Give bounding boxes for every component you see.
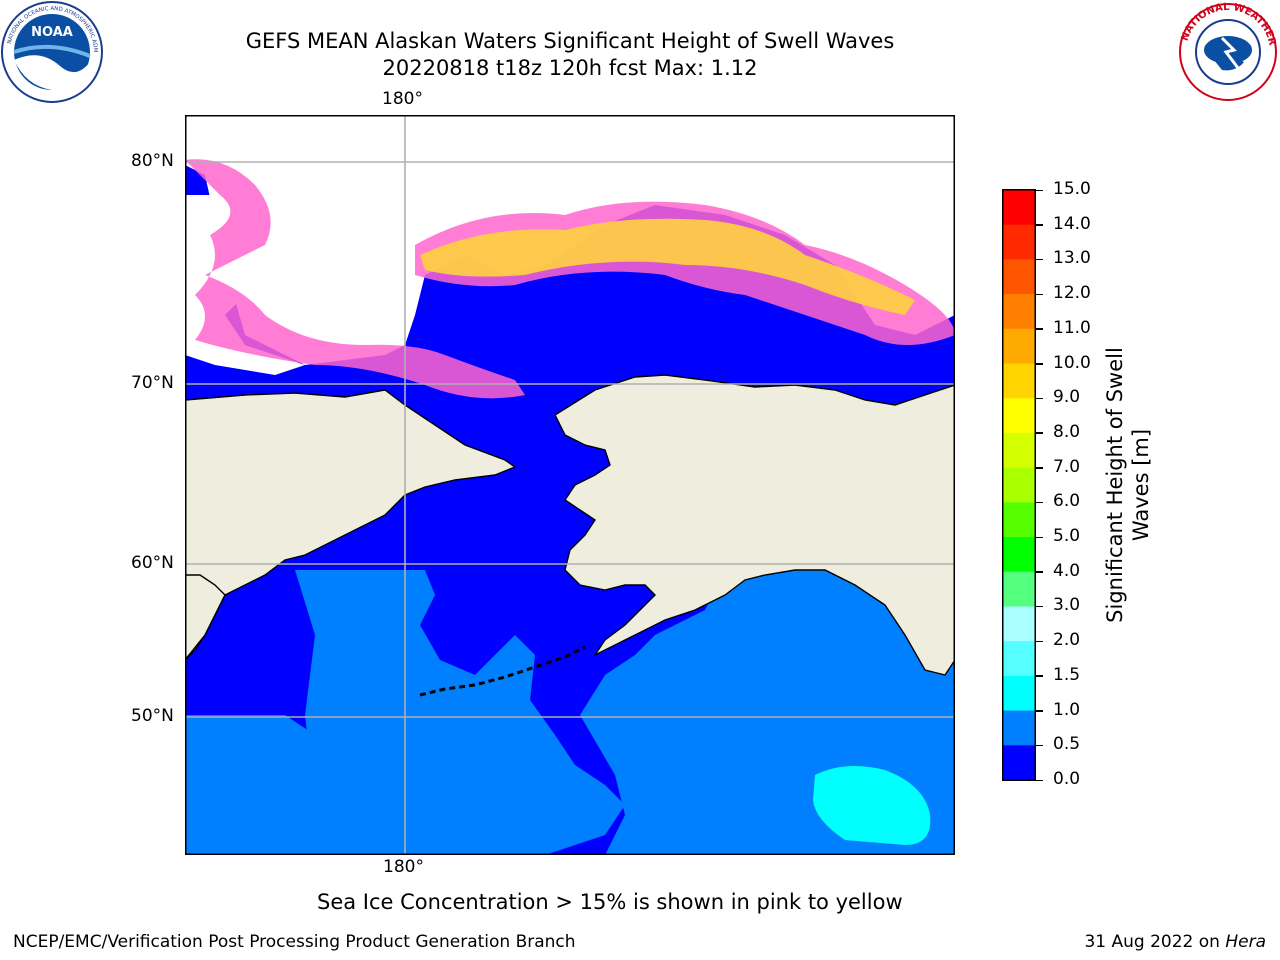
colorbar-tick-label: 7.0 (1053, 456, 1081, 477)
colorbar-tick-mark (1036, 605, 1043, 608)
colorbar-segment (1003, 675, 1035, 712)
colorbar-tick-mark (1036, 536, 1043, 539)
colorbar-tick-mark (1036, 571, 1043, 573)
colorbar-tick-mark (1036, 397, 1043, 400)
lon-label-top: 180° (382, 89, 423, 109)
svg-text:NOAA: NOAA (31, 25, 73, 40)
colorbar-tick-mark (1036, 501, 1043, 504)
footer-date: 31 Aug 2022 on (1084, 932, 1226, 952)
colorbar-label-line1: Significant Height of Swell (1103, 347, 1127, 623)
colorbar-label-line2: Waves [m] (1129, 428, 1153, 542)
land-kamchatka (185, 574, 226, 662)
footer-system: Hera (1225, 932, 1266, 952)
chart-subtitle: 20220818 t18z 120h fcst Max: 1.12 (382, 56, 758, 80)
colorbar-tick-mark (1036, 432, 1043, 434)
colorbar-tick-mark (1036, 675, 1043, 677)
footer-right: 31 Aug 2022 on Hera (1084, 932, 1266, 952)
colorbar-tick-mark (1036, 328, 1043, 330)
colorbar-tick-mark (1036, 467, 1043, 469)
nws-logo: NATIONAL WEATHER SERVICE (1178, 2, 1278, 101)
colorbar-segment (1003, 398, 1035, 434)
chart-title: GEFS MEAN Alaskan Waters Significant Hei… (245, 29, 895, 53)
colorbar-segment (1003, 537, 1035, 573)
swell-high (813, 766, 931, 845)
colorbar-tick-label: 3.0 (1053, 595, 1081, 616)
colorbar-tick-label: 14.0 (1053, 213, 1091, 234)
lat-label-70: 70°N (131, 373, 174, 393)
lat-label-80: 80°N (131, 151, 174, 171)
colorbar-segment (1003, 294, 1035, 330)
colorbar-segment (1003, 328, 1035, 365)
colorbar-tick-label: 8.0 (1053, 421, 1081, 442)
colorbar-tick-label: 0.0 (1053, 769, 1081, 789)
lon-label-bottom: 180° (383, 857, 424, 877)
colorbar-tick-label: 0.5 (1053, 734, 1081, 755)
colorbar-segment (1003, 467, 1035, 503)
colorbar-segment (1003, 745, 1035, 781)
colorbar-tick-label: 4.0 (1053, 560, 1081, 581)
colorbar-tick-label: 2.0 (1053, 630, 1081, 651)
colorbar (1002, 189, 1036, 781)
colorbar-tick-label: 5.0 (1053, 526, 1081, 547)
colorbar-tick-mark (1036, 744, 1043, 747)
colorbar-segment (1003, 502, 1035, 538)
lat-label-50: 50°N (131, 706, 174, 726)
sea-ice-edge (185, 159, 525, 399)
colorbar-tick-label: 6.0 (1053, 491, 1081, 512)
colorbar-tick-label: 9.0 (1053, 387, 1081, 408)
colorbar-tick-label: 1.5 (1053, 664, 1081, 685)
colorbar-tick-mark (1036, 710, 1043, 712)
colorbar-segment (1003, 190, 1035, 226)
footer-left: NCEP/EMC/Verification Post Processing Pr… (13, 932, 576, 952)
colorbar-segment (1003, 606, 1035, 642)
colorbar-tick-label: 11.0 (1053, 317, 1091, 338)
aleutian-islands (419, 645, 586, 697)
lat-label-60: 60°N (131, 553, 174, 573)
colorbar-tick-mark (1036, 779, 1043, 781)
colorbar-segment (1003, 363, 1035, 399)
noaa-logo: NOAA NATIONAL OCEANIC AND ATMOSPHERIC AD… (0, 0, 103, 103)
colorbar-tick-mark (1036, 258, 1043, 261)
colorbar-tick-label: 10.0 (1053, 352, 1091, 373)
sea-ice-yellow (420, 218, 915, 315)
swell-mid-south (185, 715, 415, 855)
colorbar-segment (1003, 710, 1035, 746)
colorbar-tick-mark (1036, 189, 1043, 191)
colorbar-tick-label: 13.0 (1053, 248, 1091, 269)
colorbar-segment (1003, 259, 1035, 295)
colorbar-tick-mark (1036, 293, 1043, 296)
colorbar-tick-label: 1.0 (1053, 699, 1081, 720)
colorbar-tick-mark (1036, 224, 1043, 226)
land-alaska (554, 374, 955, 676)
map (185, 115, 955, 855)
colorbar-tick-mark (1036, 640, 1043, 643)
colorbar-segment (1003, 571, 1035, 607)
colorbar-segment (1003, 432, 1035, 469)
sea-ice-note: Sea Ice Concentration > 15% is shown in … (317, 890, 903, 914)
colorbar-segment (1003, 641, 1035, 677)
colorbar-segment (1003, 224, 1035, 260)
colorbar-tick-mark (1036, 363, 1043, 365)
colorbar-tick-label: 15.0 (1053, 179, 1091, 199)
colorbar-tick-label: 12.0 (1053, 283, 1091, 304)
swell-mid-west (295, 570, 625, 855)
